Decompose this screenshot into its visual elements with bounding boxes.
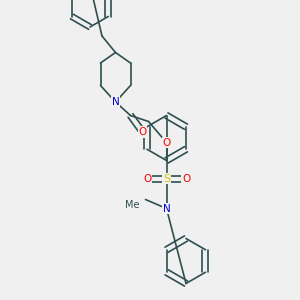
Text: O: O [162,137,171,148]
Text: N: N [163,203,170,214]
Text: N: N [112,97,119,107]
Text: Me: Me [125,200,140,211]
Text: O: O [138,127,147,137]
Text: O: O [143,173,151,184]
Text: S: S [163,173,170,184]
Text: O: O [182,173,190,184]
